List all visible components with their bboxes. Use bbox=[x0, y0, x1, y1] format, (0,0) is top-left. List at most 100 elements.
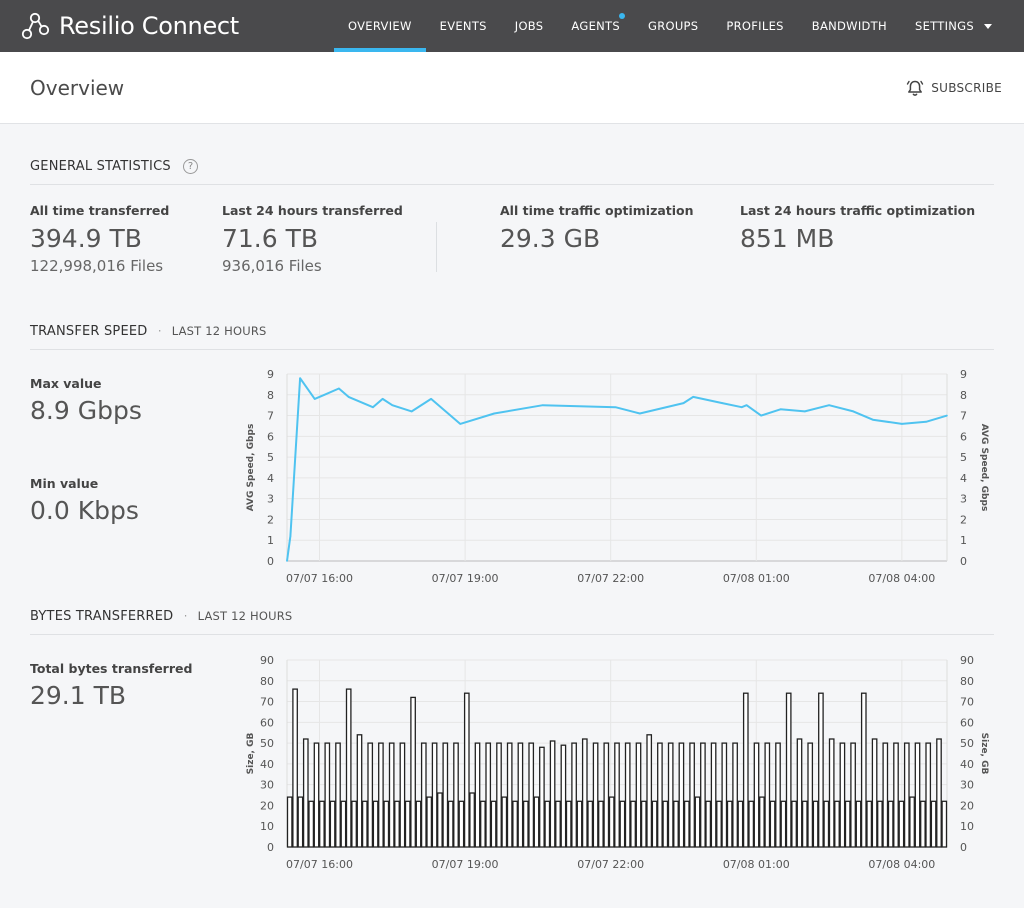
brand-name: Resilio Connect bbox=[59, 12, 239, 40]
bytes-bar bbox=[866, 800, 873, 848]
bytes-bar bbox=[624, 742, 631, 848]
speed-data-point bbox=[313, 398, 316, 400]
y-tick-label-right: 7 bbox=[960, 410, 967, 423]
speed-data-point bbox=[779, 408, 782, 411]
x-tick-label: 07/07 16:00 bbox=[286, 858, 353, 871]
nav-settings[interactable]: SETTINGS bbox=[901, 0, 1006, 52]
y-tick-label: 30 bbox=[260, 779, 274, 792]
bytes-bar bbox=[463, 692, 470, 848]
bytes-bar bbox=[372, 800, 379, 848]
transfer-speed-title: TRANSFER SPEED bbox=[30, 324, 148, 339]
nav-jobs[interactable]: JOBS bbox=[501, 0, 558, 52]
bytes-bar bbox=[313, 742, 320, 848]
bytes-bar bbox=[657, 742, 663, 848]
speed-data-point bbox=[410, 410, 413, 413]
x-tick-label: 07/07 16:00 bbox=[286, 572, 353, 585]
bytes-bar bbox=[442, 742, 449, 848]
bytes-bar bbox=[480, 800, 486, 848]
nav-events[interactable]: EVENTS bbox=[426, 0, 501, 52]
speed-data-point bbox=[372, 406, 374, 409]
bytes-bar bbox=[748, 800, 755, 848]
total-bytes-label: Total bytes transferred bbox=[30, 661, 193, 676]
speed-data-point bbox=[286, 560, 288, 562]
speed-data-point bbox=[925, 420, 927, 423]
nav-agents[interactable]: AGENTS bbox=[557, 0, 634, 52]
y-tick-label: 20 bbox=[260, 799, 274, 812]
y-tick-label: 3 bbox=[267, 493, 274, 506]
y-tick-label: 6 bbox=[267, 430, 274, 443]
y-tick-label: 9 bbox=[267, 368, 274, 381]
nav-groups[interactable]: GROUPS bbox=[634, 0, 712, 52]
bytes-bar bbox=[324, 742, 331, 848]
brand-logo[interactable]: Resilio Connect bbox=[20, 11, 239, 41]
top-bar: Resilio Connect OVERVIEW EVENTS JOBS AGENTS… bbox=[0, 0, 1024, 52]
x-tick-label: 07/07 22:00 bbox=[577, 858, 644, 871]
speed-data-point bbox=[828, 404, 830, 406]
nav-label: AGENTS bbox=[571, 19, 620, 33]
max-value: 8.9 Gbps bbox=[30, 396, 142, 425]
y-tick-label: 7 bbox=[267, 410, 274, 423]
bytes-transferred-header: BYTES TRANSFERRED LAST 12 HOURS bbox=[30, 609, 994, 635]
bytes-bar bbox=[351, 800, 357, 848]
main-nav: OVERVIEW EVENTS JOBS AGENTS GROUPS PROFILES BA… bbox=[333, 0, 1006, 52]
bytes-bar bbox=[898, 800, 905, 848]
bytes-bar bbox=[871, 738, 878, 848]
subscribe-button[interactable]: SUBSCRIBE bbox=[906, 79, 1002, 97]
nav-bandwidth[interactable]: BANDWIDTH bbox=[798, 0, 901, 52]
speed-data-point bbox=[852, 410, 855, 413]
y-axis-title: Size, GB bbox=[246, 733, 256, 775]
y-tick-label: 80 bbox=[260, 675, 274, 688]
bytes-bar bbox=[791, 800, 797, 848]
bytes-bar bbox=[522, 800, 529, 848]
bytes-bar bbox=[828, 738, 835, 848]
nav-overview[interactable]: OVERVIEW bbox=[333, 0, 426, 52]
bytes-bar bbox=[775, 742, 781, 848]
bytes-bar bbox=[297, 796, 304, 848]
y-tick-label: 2 bbox=[267, 513, 274, 526]
bytes-bar bbox=[576, 800, 583, 848]
stat-all-time-optimization: All time traffic optimization 29.3 GB bbox=[500, 203, 694, 253]
bytes-bar bbox=[394, 800, 400, 848]
y-tick-label-right: 70 bbox=[960, 696, 974, 709]
subscribe-label: SUBSCRIBE bbox=[931, 81, 1002, 95]
y-tick-label-right: 6 bbox=[960, 430, 967, 443]
bytes-bar bbox=[383, 800, 390, 848]
speed-data-point bbox=[804, 410, 806, 413]
speed-data-point bbox=[901, 423, 903, 425]
bytes-bar bbox=[361, 800, 368, 848]
help-icon[interactable]: ? bbox=[183, 159, 199, 174]
stat-label: All time transferred bbox=[30, 203, 170, 218]
bytes-bar bbox=[759, 796, 765, 848]
y-tick-label: 10 bbox=[260, 820, 274, 833]
bytes-bar bbox=[581, 738, 588, 848]
speed-data-point bbox=[493, 412, 496, 415]
y-tick-label: 8 bbox=[267, 389, 274, 402]
nav-label: BANDWIDTH bbox=[811, 19, 887, 33]
bytes-bar bbox=[555, 800, 561, 848]
y-tick-label-right: 60 bbox=[960, 716, 974, 729]
stat-files: 936,016 Files bbox=[222, 257, 322, 275]
bytes-bar bbox=[474, 742, 481, 848]
bytes-bar bbox=[319, 800, 325, 848]
y-tick-label-right: 9 bbox=[960, 368, 967, 381]
bytes-bar bbox=[732, 742, 738, 848]
bytes-bar bbox=[920, 800, 926, 848]
y-tick-label: 50 bbox=[260, 737, 274, 750]
y-tick-label-right: 40 bbox=[960, 758, 974, 771]
bytes-bar bbox=[860, 692, 867, 848]
y-tick-label-right: 90 bbox=[960, 654, 974, 667]
bytes-bar bbox=[603, 742, 610, 848]
bytes-bar bbox=[485, 742, 492, 848]
stat-last24-transferred: Last 24 hours transferred 71.6 TB 936,01… bbox=[222, 203, 403, 275]
nav-profiles[interactable]: PROFILES bbox=[712, 0, 797, 52]
y-tick-label-right: 5 bbox=[960, 451, 967, 464]
bytes-bar bbox=[426, 796, 433, 848]
nav-label: SETTINGS bbox=[914, 19, 974, 33]
nav-label: JOBS bbox=[514, 19, 544, 33]
max-value-label: Max value bbox=[30, 376, 102, 391]
bytes-bar bbox=[335, 742, 341, 848]
y-tick-label: 0 bbox=[267, 841, 274, 854]
bytes-bar bbox=[420, 742, 427, 848]
bytes-bar bbox=[453, 742, 459, 848]
bytes-bar bbox=[678, 742, 685, 848]
